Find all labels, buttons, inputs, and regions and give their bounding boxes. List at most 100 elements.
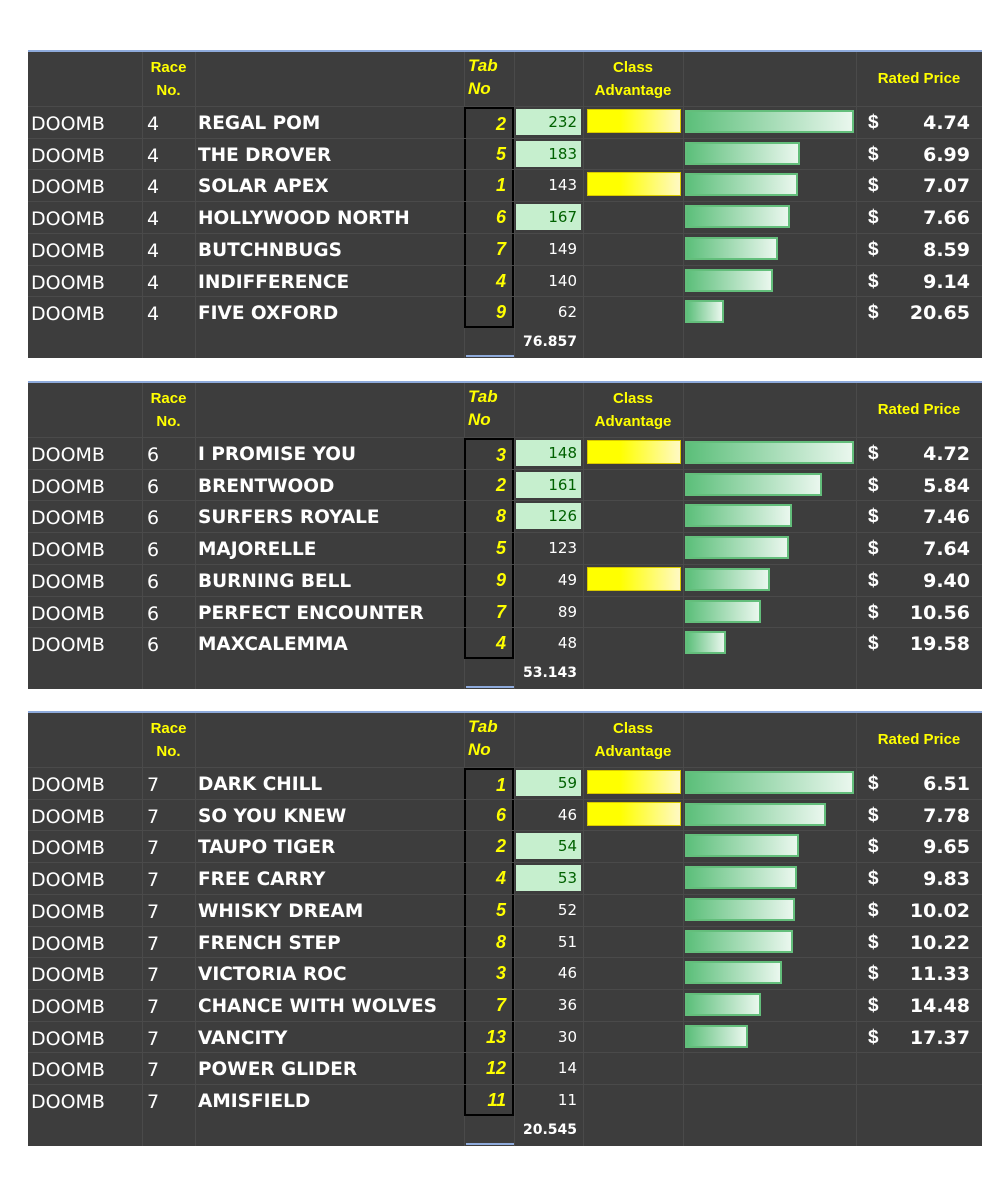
race-section: Race No. Tab No Class Advantage Rated Price DOO… [28,711,982,1146]
runner-row: DOOMB 6 MAXCALEMMA 4 48 $19.58 [28,627,982,660]
rated-price-value: 17.37 [909,1026,970,1049]
rated-price-bar [685,599,761,623]
grid-line [856,713,857,1146]
tab-no-header: Tab No [468,715,514,761]
currency-symbol: $ [868,506,879,528]
rated-price-bar [685,173,798,197]
class-advantage-bar [587,801,681,826]
class-advantage-bar [587,109,681,133]
runner-row: DOOMB 7 TAUPO TIGER 2 54 $9.65 [28,830,982,863]
rated-price-bar [685,866,797,890]
tab-number: 8 [495,506,506,527]
tab-number: 4 [495,270,506,291]
grid-line [683,383,684,689]
runner-row: DOOMB 7 FREE CARRY 4 53 $9.83 [28,862,982,895]
rated-price-bar [685,567,770,591]
tab-number: 7 [495,994,506,1015]
rating-value: 46 [557,964,577,983]
rated-price-value: 10.22 [909,931,970,954]
tab-no-header-line2: No [468,79,491,98]
currency-symbol: $ [868,633,879,655]
runner-row: DOOMB 7 POWER GLIDER 12 14 [28,1052,982,1085]
rated-price-bar [685,141,800,165]
class-advantage-header-line2: Advantage [594,82,672,99]
horse-name: SOLAR APEX [198,176,329,198]
tab-no-header: Tab No [468,385,514,431]
rating-value: 11 [557,1091,577,1109]
race-no-header-line2: No. [156,413,181,430]
track-code: DOOMB [31,507,105,530]
rated-price-bar [685,504,792,528]
track-code: DOOMB [31,1059,105,1082]
currency-symbol: $ [868,207,879,229]
track-code: DOOMB [31,444,105,466]
currency-symbol: $ [868,175,879,197]
runner-row: DOOMB 6 MAJORELLE 5 123 $7.64 [28,532,982,565]
runner-row: DOOMB 7 CHANCE WITH WOLVES 7 36 $14.48 [28,988,982,1021]
race-number: 7 [147,900,160,923]
rated-price-value: 6.51 [923,773,970,795]
grid-line [514,383,515,689]
race-number: 4 [147,271,160,294]
rated-price-value: 9.83 [923,868,970,891]
race-number: 6 [147,602,160,625]
grid-line [583,713,584,1146]
horse-name: I PROMISE YOU [198,444,357,465]
tab-number-cell: 7 [464,596,514,628]
race-number: 6 [147,507,160,530]
horse-name: INDIFFERENCE [198,271,350,293]
track-code: DOOMB [31,1091,105,1113]
tab-number: 11 [487,1090,506,1110]
rating-value: 62 [557,303,577,322]
race-no-header: Race No. [142,717,195,763]
grid-line [142,52,143,358]
tab-number-cell: 7 [464,989,514,1021]
tab-no-header-line2: No [468,410,491,429]
currency-symbol: $ [868,443,879,464]
rated-price-bar [685,536,789,560]
grid-line [856,383,857,689]
tab-number-cell: 5 [464,533,514,565]
runner-row: DOOMB 6 I PROMISE YOU 3 148 $4.72 [28,437,982,469]
currency-symbol: $ [868,773,879,794]
runner-row: DOOMB 4 FIVE OXFORD 9 62 $20.65 [28,296,982,329]
total-row: 20.545 [28,1116,982,1146]
horse-name: THE DROVER [198,144,332,166]
race-number: 4 [147,239,160,262]
race-number: 6 [147,444,160,466]
runner-row: DOOMB 4 THE DROVER 5 183 $6.99 [28,137,982,170]
rated-price-value: 7.66 [923,207,970,230]
currency-symbol: $ [868,143,879,165]
tab-number: 2 [495,114,506,134]
track-code: DOOMB [31,602,105,625]
tab-number-cell: 1 [464,170,514,202]
tab-number-cell: 4 [464,863,514,895]
rated-price-bar [685,205,790,229]
tab-number: 6 [495,207,506,228]
horse-name: FREE CARRY [198,869,326,891]
rating-value: 123 [548,539,577,558]
rating-total: 20.545 [466,1116,581,1145]
tab-number: 12 [485,1058,506,1079]
race-no-header-line2: No. [156,743,181,760]
horse-name: MAXCALEMMA [198,634,348,656]
rated-price-value: 7.46 [923,506,970,529]
race-no-header: Race No. [142,56,195,102]
tab-number-cell: 4 [464,265,514,297]
horse-name: REGAL POM [198,113,321,134]
rating-value: 89 [557,602,577,621]
rated-price-header: Rated Price [877,70,961,87]
rated-price-value: 8.59 [923,238,970,261]
runner-row: DOOMB 4 BUTCHNBUGS 7 149 $8.59 [28,232,982,265]
currency-symbol: $ [868,474,879,496]
tab-number-cell: 5 [464,894,514,926]
tab-number: 4 [495,633,506,654]
tab-number-cell: 3 [464,438,514,469]
tab-no-header-line1: Tab [468,717,498,736]
race-number: 4 [147,176,160,199]
race-number: 6 [147,570,160,593]
currency-symbol: $ [868,963,879,985]
currency-symbol: $ [868,302,879,324]
rated-price-bar [685,897,795,921]
rating-value: 52 [557,900,577,919]
